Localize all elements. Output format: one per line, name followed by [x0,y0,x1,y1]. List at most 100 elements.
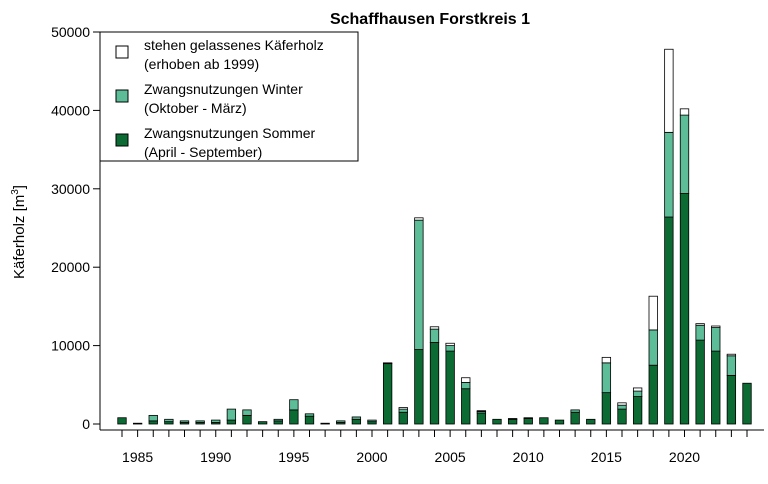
bar-segment-2015-series-3 [601,356,612,364]
bar-segment-2015-series-1 [601,392,612,425]
svg-text:Käferholz [m3]: Käferholz [m3] [10,185,28,279]
bar-segment-2016-series-3 [617,402,627,406]
bar-segment-2010-series-2 [523,417,533,419]
bar-segment-2023-series-1 [726,374,737,425]
bar-segment-2001-series-1 [382,363,393,425]
bar-segment-2022-series-3 [711,325,721,328]
bar-segment-2003-series-3 [414,217,424,221]
bar-segment-2009-series-1 [507,418,518,425]
bar-segment-2001-series-2 [382,362,393,365]
bar-segment-2003-series-2 [414,219,424,350]
legend-label-1: stehen gelassenes Käferholz [144,37,324,53]
bar-segment-2004-series-1 [429,342,440,425]
bar-segment-2021-series-2 [695,324,705,341]
bar-segment-2007-series-3 [476,410,487,412]
bar-segment-2005-series-1 [445,350,455,425]
bar-segment-2023-series-2 [726,355,737,376]
x-tick-label-1985: 1985 [122,449,153,465]
bar-segment-2006-series-2 [461,382,471,390]
bar-segment-2007-series-1 [476,412,487,425]
bar-segment-2015-series-2 [601,362,612,394]
bar-segment-1992-series-2 [242,409,252,416]
bar-segment-2004-series-3 [429,326,440,330]
y-tick-label-20000: 20000 [51,259,90,275]
bar-segment-2019-series-2 [664,131,674,218]
bar-segment-2016-series-1 [617,408,627,425]
bar-segment-1998-series-2 [336,420,346,423]
bar-segment-1990-series-2 [211,419,221,423]
bar-segment-2019-series-1 [664,216,674,425]
legend-box [99,31,359,162]
x-tick-label-1995: 1995 [278,449,309,465]
bar-segment-1989-series-2 [195,420,205,423]
x-tick-label-2020: 2020 [669,449,700,465]
bar-segment-1997-series-1 [320,422,330,425]
bar-segment-2006-series-3 [461,377,471,383]
bar-segment-2003-series-1 [414,349,424,425]
bar-segment-2002-series-2 [398,408,408,413]
legend: stehen gelassenes Käferholz (erhoben ab 1… [99,31,359,162]
bar-segment-1991-series-2 [226,408,237,421]
bar-segment-2000-series-2 [367,419,377,423]
legend-sublabel-1: (erhoben ab 1999) [144,56,259,72]
bar-segment-2021-series-3 [695,323,705,326]
bar-segment-1999-series-1 [351,418,362,425]
legend-swatch-2 [115,89,129,103]
y-axis-title: Käferholz [m3] [10,185,28,279]
bar-segment-2006-series-1 [461,388,471,425]
bar-segment-1996-series-2 [304,413,315,417]
bar-segment-2017-series-2 [632,390,643,397]
bar-segment-1992-series-1 [242,414,252,425]
y-axis-label-close: ] [11,185,28,189]
bar-segment-1991-series-1 [226,419,237,425]
bar-segment-2018-series-3 [648,295,658,331]
bar-segment-2002-series-3 [398,407,408,410]
y-axis-unit-exponent: 3 [10,189,21,195]
bar-segment-2010-series-1 [523,418,533,425]
bar-segment-1985-series-1 [132,422,143,425]
bar-segment-2005-series-2 [445,345,455,352]
y-tick-label-40000: 40000 [51,102,90,118]
bar-segment-1995-series-1 [289,409,299,425]
bar-segment-1996-series-1 [304,415,315,425]
bar-segment-2009-series-2 [507,418,518,420]
legend-label-3: Zwangsnutzungen Sommer [144,125,316,141]
bar-segment-2016-series-2 [617,404,627,410]
bar-segment-1994-series-2 [273,418,283,422]
y-tick-label-0: 0 [82,416,90,432]
y-tick-label-50000: 50000 [51,24,90,40]
bar-segment-2018-series-2 [648,329,658,366]
bar-segment-1986-series-1 [148,420,158,425]
bar-segment-2017-series-1 [632,396,643,425]
bar-segment-1994-series-1 [273,420,283,425]
bar-segment-1986-series-2 [148,414,158,422]
y-tick-label-30000: 30000 [51,181,90,197]
bar-segment-1988-series-2 [179,420,190,423]
bars-layer [117,48,752,425]
bar-segment-2004-series-2 [429,328,440,343]
bar-segment-2020-series-1 [679,193,690,425]
bar-segment-2020-series-3 [679,108,690,116]
bar-segment-2008-series-1 [492,418,502,425]
bar-segment-2012-series-1 [554,419,565,425]
x-tick-label-2010: 2010 [513,449,544,465]
bar-segment-2022-series-2 [711,327,721,352]
bar-segment-2023-series-3 [726,353,737,357]
bar-segment-1995-series-2 [289,399,299,411]
y-axis-label: Käferholz [m [11,195,28,279]
bar-segment-2024-series-1 [742,382,752,425]
bar-segment-2021-series-1 [695,339,705,425]
x-tick-label-2000: 2000 [356,449,387,465]
bar-segment-2022-series-1 [711,350,721,425]
legend-sublabel-2: (Oktober - März) [144,100,247,116]
x-tick-label-2015: 2015 [591,449,622,465]
chart-title: Schaffhausen Forstkreis 1 [330,11,530,28]
legend-sublabel-3: (April - September) [144,144,262,160]
legend-swatch-3 [115,133,129,147]
bar-segment-2002-series-1 [398,411,408,425]
x-tick-label-1990: 1990 [200,449,231,465]
bar-segment-1993-series-1 [257,421,268,425]
bar-segment-2018-series-1 [648,364,658,425]
bar-segment-2005-series-3 [445,342,455,346]
